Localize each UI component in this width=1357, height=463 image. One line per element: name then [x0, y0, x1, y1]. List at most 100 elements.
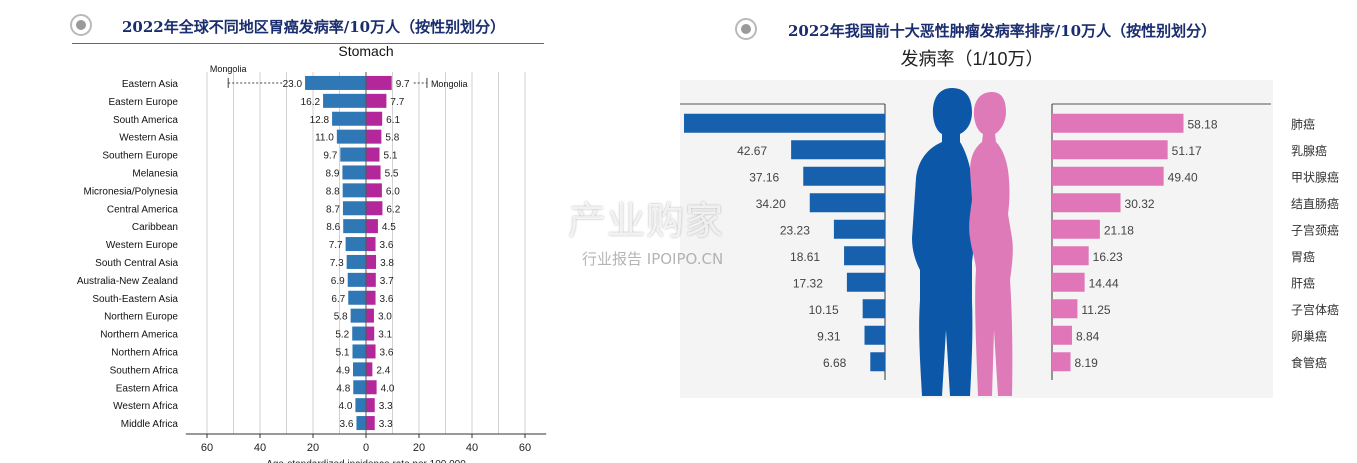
right-bar: [366, 362, 373, 377]
right-value-label: 3.0: [378, 312, 392, 323]
category-label: Eastern Africa: [116, 383, 179, 394]
right-bar: [366, 201, 383, 216]
male-bar: [803, 166, 885, 186]
left-value-label: 7.3: [330, 258, 344, 269]
left-value-label: 5.2: [335, 330, 349, 341]
male-value-label: 17.32: [793, 276, 823, 290]
annotation-label-right: Mongolia: [431, 79, 468, 89]
left-value-label: 8.6: [326, 222, 340, 233]
category-label: Northern America: [100, 330, 178, 341]
female-bar: [1052, 352, 1071, 372]
female-bar: [1052, 246, 1089, 266]
right-value-label: 3.6: [380, 347, 394, 358]
female-category-label: 子宫颈癌: [1291, 222, 1339, 237]
left-bar: [305, 75, 366, 90]
female-value-label: 58.18: [1187, 117, 1217, 131]
category-label: Melanesia: [132, 168, 178, 179]
china-top10-cancer-chart: 发病率（1/10万）91.36肺癌42.67结直肠癌37.16肝癌34.20胃癌…: [680, 49, 1339, 398]
left-title-rule: [72, 43, 544, 44]
right-value-label: 3.1: [378, 330, 392, 341]
male-silhouette: [912, 88, 974, 396]
left-bar: [355, 398, 366, 413]
category-label: Western Asia: [119, 133, 178, 144]
left-value-label: 4.9: [336, 365, 350, 376]
male-bar: [833, 219, 885, 239]
left-bar: [347, 272, 366, 287]
category-label: Southern Africa: [110, 365, 179, 376]
x-tick-label: 40: [254, 442, 266, 454]
left-value-label: 7.7: [329, 240, 343, 251]
female-category-label: 子宫体癌: [1291, 302, 1339, 317]
category-label: South America: [113, 115, 178, 126]
category-label: Northern Europe: [104, 312, 178, 323]
female-value-label: 49.40: [1168, 170, 1198, 184]
category-label: Southern Europe: [102, 151, 178, 162]
male-value-label: 6.68: [823, 356, 847, 370]
category-label: South Central Asia: [95, 258, 178, 269]
male-bar: [791, 140, 885, 160]
right-value-label: 7.7: [390, 97, 404, 108]
male-value-label: 42.67: [737, 144, 767, 158]
female-value-label: 11.25: [1081, 303, 1110, 317]
left-bar: [342, 165, 366, 180]
left-value-label: 16.2: [301, 97, 321, 108]
left-bar: [350, 308, 366, 323]
left-value-label: 3.6: [340, 419, 354, 430]
left-bar: [323, 93, 366, 108]
radio-bullet-icon: [735, 18, 757, 40]
female-bar: [1052, 193, 1121, 213]
female-bar: [1052, 113, 1184, 133]
category-label: Northern Africa: [111, 347, 178, 358]
category-label: Eastern Europe: [109, 97, 179, 108]
left-value-label: 8.7: [326, 204, 340, 215]
female-value-label: 8.19: [1075, 356, 1099, 370]
right-value-label: 3.6: [380, 294, 394, 305]
female-category-label: 甲状腺癌: [1291, 169, 1339, 184]
male-bar: [864, 325, 885, 345]
right-value-label: 5.8: [385, 133, 399, 144]
x-tick-label: 60: [519, 442, 531, 454]
female-value-label: 16.23: [1093, 250, 1123, 264]
left-panel: 2022年全球不同地区胃癌发病率/10万人（按性别划分） Stomach East…: [70, 14, 547, 463]
left-value-label: 4.8: [336, 383, 350, 394]
left-value-label: 8.8: [326, 186, 340, 197]
category-label: Australia-New Zealand: [77, 276, 178, 287]
female-value-label: 14.44: [1089, 276, 1119, 290]
right-bar: [366, 129, 382, 144]
category-label: Western Europe: [106, 240, 179, 251]
right-value-label: 6.0: [386, 186, 400, 197]
right-bar: [366, 380, 377, 395]
right-bar: [366, 183, 382, 198]
left-value-label: 9.7: [323, 151, 337, 162]
right-panel: 2022年我国前十大恶性肿瘤发病率排序/10万人（按性别划分） 发病率（1/10…: [680, 0, 1357, 463]
female-bar: [1052, 140, 1168, 160]
annotation-label-left: Mongolia: [210, 64, 247, 74]
right-value-label: 6.2: [386, 204, 400, 215]
right-value-label: 5.5: [385, 168, 399, 179]
female-value-label: 8.84: [1076, 329, 1100, 343]
category-label: Micronesia/Polynesia: [84, 186, 179, 197]
category-label: South-Eastern Asia: [92, 294, 178, 305]
right-bar: [366, 254, 377, 269]
left-value-label: 5.8: [334, 312, 348, 323]
right-bar: [366, 272, 376, 287]
female-bar: [1052, 325, 1072, 345]
male-bar: [870, 352, 885, 372]
female-category-label: 卵巢癌: [1291, 328, 1327, 343]
female-bar: [1052, 166, 1164, 186]
male-value-label: 37.16: [749, 170, 779, 184]
x-tick-label: 60: [201, 442, 213, 454]
female-category-label: 胃癌: [1291, 249, 1315, 264]
female-category-label: 肺癌: [1291, 116, 1315, 131]
female-category-label: 结直肠癌: [1291, 196, 1339, 211]
radio-bullet-icon: [70, 14, 92, 36]
male-bar: [684, 113, 885, 133]
x-axis-title: Age-standardized incidence rate per 100 …: [266, 459, 466, 463]
right-panel-title: 2022年我国前十大恶性肿瘤发病率排序/10万人（按性别划分）: [788, 22, 1217, 40]
left-bar: [352, 344, 366, 359]
right-value-label: 4.5: [382, 222, 396, 233]
left-bar: [342, 183, 366, 198]
right-value-label: 3.6: [380, 240, 394, 251]
male-bar: [862, 299, 885, 319]
female-category-label: 肝癌: [1291, 275, 1315, 290]
